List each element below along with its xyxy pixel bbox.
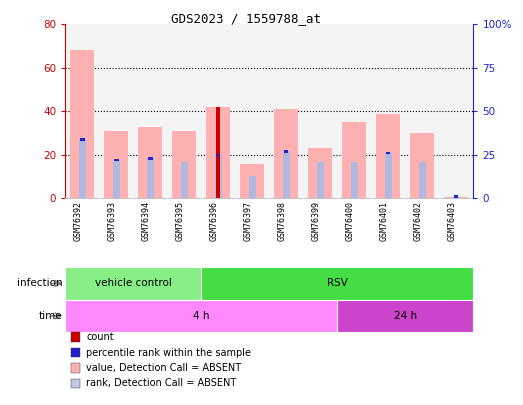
Text: vehicle control: vehicle control: [95, 279, 172, 288]
Bar: [65, 267, 201, 300]
Bar: [377, 113, 400, 198]
Bar: [113, 160, 120, 198]
Bar: [337, 300, 473, 332]
Bar: [337, 24, 371, 198]
Bar: [275, 109, 298, 198]
Text: GSM76401: GSM76401: [379, 200, 388, 241]
Text: GDS2023 / 1559788_at: GDS2023 / 1559788_at: [171, 12, 321, 25]
Bar: [269, 24, 303, 198]
Bar: [216, 153, 221, 156]
Text: GSM76397: GSM76397: [243, 200, 252, 241]
Bar: [385, 153, 392, 198]
Text: time: time: [39, 311, 63, 321]
Bar: [167, 24, 201, 198]
Bar: [419, 162, 426, 198]
Bar: [249, 176, 256, 198]
Text: 4 h: 4 h: [193, 311, 210, 321]
Text: GSM76399: GSM76399: [311, 200, 320, 241]
Bar: [445, 197, 468, 198]
Bar: [148, 157, 153, 160]
Bar: [105, 131, 128, 198]
Text: infection: infection: [17, 279, 63, 288]
Bar: [133, 24, 167, 198]
Text: value, Detection Call = ABSENT: value, Detection Call = ABSENT: [86, 363, 242, 373]
Bar: [351, 162, 358, 198]
Bar: [317, 162, 324, 198]
Bar: [201, 267, 473, 300]
Bar: [201, 24, 235, 198]
Bar: [65, 300, 337, 332]
Bar: [405, 24, 439, 198]
Bar: [309, 148, 332, 198]
Bar: [284, 150, 289, 153]
Bar: [216, 107, 221, 198]
Bar: [147, 158, 154, 198]
Bar: [454, 195, 459, 198]
Bar: [207, 107, 230, 198]
Text: 24 h: 24 h: [394, 311, 417, 321]
Bar: [283, 151, 290, 198]
Text: GSM76396: GSM76396: [209, 200, 219, 241]
Bar: [453, 197, 460, 198]
Text: GSM76400: GSM76400: [345, 200, 355, 241]
Bar: [79, 139, 86, 198]
Bar: [181, 162, 188, 198]
Text: rank, Detection Call = ABSENT: rank, Detection Call = ABSENT: [86, 378, 236, 388]
Bar: [303, 24, 337, 198]
Text: GSM76392: GSM76392: [73, 200, 83, 241]
Text: count: count: [86, 332, 114, 342]
Bar: [173, 131, 196, 198]
Text: GSM76395: GSM76395: [175, 200, 184, 241]
Bar: [439, 24, 473, 198]
Text: RSV: RSV: [327, 279, 348, 288]
Bar: [99, 24, 133, 198]
Bar: [235, 24, 269, 198]
Bar: [411, 133, 434, 198]
Bar: [114, 159, 119, 162]
Text: percentile rank within the sample: percentile rank within the sample: [86, 347, 251, 358]
Text: GSM76394: GSM76394: [141, 200, 151, 241]
Bar: [343, 122, 366, 198]
Bar: [215, 155, 222, 198]
Text: GSM76393: GSM76393: [107, 200, 116, 241]
Text: GSM76403: GSM76403: [447, 200, 456, 241]
Text: GSM76398: GSM76398: [277, 200, 286, 241]
Text: GSM76402: GSM76402: [413, 200, 423, 241]
Bar: [65, 24, 99, 198]
Bar: [71, 51, 94, 198]
Bar: [80, 138, 85, 141]
Bar: [386, 152, 391, 154]
Bar: [139, 127, 162, 198]
Bar: [371, 24, 405, 198]
Bar: [241, 164, 264, 198]
